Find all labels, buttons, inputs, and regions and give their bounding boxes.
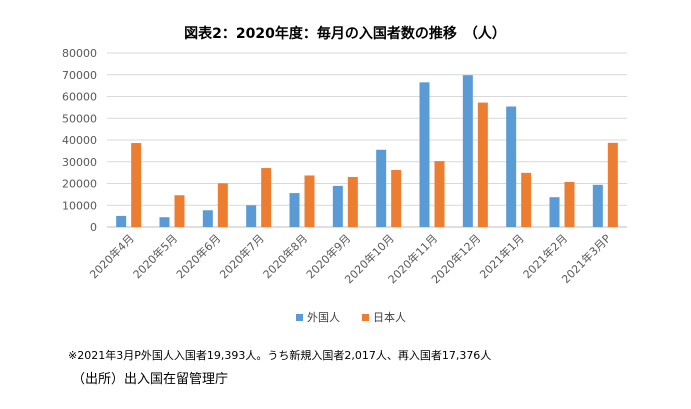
x-tick-label: 2020年7月 [217,231,267,281]
bar-foreign [376,149,387,227]
y-tick-label: 0 [90,221,97,234]
bar-japanese [261,168,272,227]
chart-title: 図表2：2020年度：毎月の入国者数の推移 （人） [184,25,506,42]
bar-japanese [607,142,618,227]
y-tick-label: 60000 [62,91,97,104]
y-tick-label: 70000 [62,69,97,82]
y-tick-label: 40000 [62,134,97,147]
x-tick-label: 2020年6月 [173,231,223,281]
bar-japanese [434,161,445,227]
bar-foreign [592,184,603,227]
footnote: ※2021年3月P外国人入国者19,393人。うち新規入国者2,017人、再入国… [68,349,492,362]
y-tick-label: 20000 [62,178,97,191]
bar-japanese [131,143,142,227]
x-tick-label: 2020年8月 [260,231,310,281]
bar-foreign [202,210,213,227]
bar-japanese [564,181,575,227]
x-axis-ticks: 2020年4月2020年5月2020年6月2020年7月2020年8月2020年… [87,231,614,286]
bar-japanese [391,170,402,227]
bars [116,75,618,227]
legend-label: 日本人 [373,310,406,324]
bar-japanese [347,176,358,227]
bar-japanese [521,172,532,227]
bar-japanese [477,102,488,227]
y-axis-ticks: 0 10000 20000 30000 40000 50000 60000 70000 8000… [62,47,97,234]
source-note: （出所）出入国在留管理庁 [72,372,229,387]
bar-foreign [116,215,127,227]
x-tick-label: 2020年5月 [130,231,180,281]
bar-foreign [332,185,343,227]
gridlines [107,52,627,228]
bar-foreign [462,75,473,227]
y-tick-label: 30000 [62,156,97,169]
legend-label: 外国人 [307,311,340,324]
bar-japanese [217,183,228,227]
bar-foreign [246,205,257,227]
x-tick-label: 2020年4月 [87,231,137,281]
legend-swatch [296,314,303,321]
bar-japanese [304,175,315,227]
x-tick-label: 2021年1月 [477,231,527,281]
y-tick-label: 10000 [62,199,97,212]
legend: 外国人 日本人 [296,310,406,324]
bar-foreign [549,197,560,227]
y-tick-label: 80000 [62,47,97,60]
bar-foreign [289,193,300,227]
bar-foreign [506,106,517,227]
bar-japanese [174,195,185,227]
legend-swatch [362,314,369,321]
bar-foreign [419,82,430,227]
y-tick-label: 50000 [62,112,97,125]
bar-foreign [159,217,170,227]
